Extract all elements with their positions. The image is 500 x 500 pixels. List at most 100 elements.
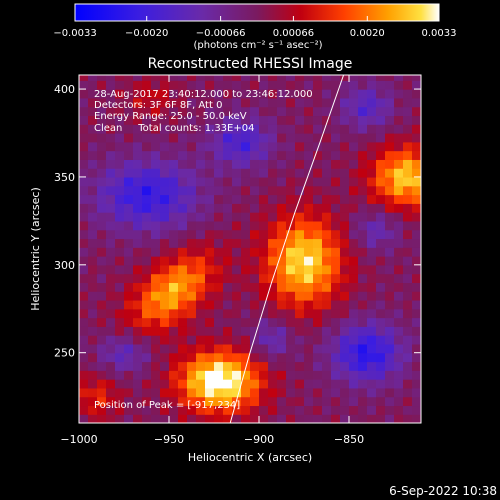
heatmap-cell (223, 124, 233, 134)
heatmap-cell (259, 370, 269, 380)
heatmap-cell (97, 150, 107, 160)
heatmap-cell (331, 379, 341, 389)
heatmap-cell (358, 343, 368, 354)
heatmap-cell (367, 176, 377, 187)
heatmap-cell (88, 159, 98, 169)
heatmap-cell (385, 80, 395, 90)
heatmap-cell (412, 264, 421, 275)
heatmap-cell (286, 194, 296, 204)
heatmap-cell (304, 159, 314, 169)
heatmap-cell (142, 176, 152, 187)
heatmap-cell (151, 291, 161, 301)
heatmap-cell (295, 203, 305, 213)
heatmap-cell (412, 343, 421, 354)
heatmap-cell (376, 326, 386, 336)
heatmap-cell (133, 141, 143, 152)
heatmap-cell (79, 335, 89, 345)
heatmap-cell (331, 159, 341, 169)
heatmap-cell (331, 335, 341, 345)
heatmap-cell (187, 326, 197, 336)
heatmap-cell (88, 396, 98, 407)
heatmap-cell (115, 97, 125, 108)
heatmap-cell (349, 361, 359, 371)
heatmap-cell (277, 238, 287, 248)
heatmap-cell (97, 387, 107, 398)
heatmap-cell (304, 80, 314, 90)
heatmap-cell (115, 124, 125, 134)
heatmap-cell (169, 335, 179, 345)
heatmap-cell (169, 414, 179, 423)
heatmap-cell (412, 379, 421, 389)
heatmap-cell (250, 176, 260, 187)
heatmap-cell (160, 185, 170, 196)
heatmap-cell (394, 238, 404, 248)
heatmap-cell (115, 370, 125, 380)
heatmap-cell (178, 247, 188, 257)
heatmap-cell (295, 212, 305, 222)
heatmap-cell (124, 247, 134, 257)
heatmap-cell (97, 80, 107, 90)
heatmap-cell (376, 159, 386, 169)
heatmap-cell (169, 212, 179, 222)
x-tick-label: −1000 (60, 433, 97, 446)
heatmap-cell (79, 229, 89, 240)
heatmap-cell (367, 168, 377, 178)
heatmap-cell (385, 317, 395, 327)
heatmap-cell (340, 370, 350, 380)
heatmap-cell (196, 379, 206, 389)
heatmap-cell (241, 256, 251, 266)
heatmap-cell (142, 352, 152, 363)
heatmap-cell (124, 299, 134, 310)
heatmap-cell (106, 124, 116, 134)
heatmap-cell (196, 343, 206, 354)
heatmap-cell (286, 361, 296, 371)
heatmap-cell (295, 256, 305, 266)
heatmap-cell (241, 212, 251, 222)
heatmap-cell (223, 396, 233, 407)
heatmap-cell (349, 308, 359, 319)
heatmap-cell (313, 89, 323, 99)
heatmap-cell (196, 89, 206, 99)
heatmap-cell (151, 405, 161, 415)
heatmap-cell (250, 141, 260, 152)
heatmap-cell (367, 326, 377, 336)
heatmap-cell (358, 291, 368, 301)
heatmap-cell (79, 150, 89, 160)
heatmap-cell (268, 159, 278, 169)
heatmap-cell (331, 176, 341, 187)
heatmap-cell (178, 212, 188, 222)
heatmap-cell (124, 335, 134, 345)
heatmap-cell (331, 203, 341, 213)
heatmap-cell (286, 299, 296, 310)
heatmap-cell (178, 264, 188, 275)
heatmap-cell (97, 212, 107, 222)
heatmap-cell (250, 247, 260, 257)
heatmap-cell (241, 291, 251, 301)
heatmap-cell (376, 150, 386, 160)
heatmap-cell (115, 220, 125, 231)
heatmap-cell (331, 361, 341, 371)
heatmap-cell (385, 89, 395, 99)
heatmap-cell (160, 194, 170, 204)
heatmap-cell (133, 238, 143, 248)
heatmap-cell (205, 299, 215, 310)
heatmap-cell (106, 352, 116, 363)
heatmap-cell (331, 405, 341, 415)
heatmap-cell (205, 89, 215, 99)
heatmap-cell (88, 229, 98, 240)
heatmap-cell (358, 256, 368, 266)
heatmap-cell (385, 387, 395, 398)
heatmap-cell (250, 159, 260, 169)
heatmap-cell (385, 326, 395, 336)
heatmap-cell (322, 273, 332, 283)
heatmap-cell (205, 352, 215, 363)
heatmap-cell (385, 256, 395, 266)
heatmap-cell (304, 229, 314, 240)
heatmap-cell (106, 282, 116, 292)
heatmap-cell (268, 361, 278, 371)
heatmap-cell (394, 150, 404, 160)
heatmap-cell (376, 238, 386, 248)
heatmap-cell (277, 75, 287, 81)
heatmap-cell (124, 124, 134, 134)
heatmap-cell (205, 317, 215, 327)
